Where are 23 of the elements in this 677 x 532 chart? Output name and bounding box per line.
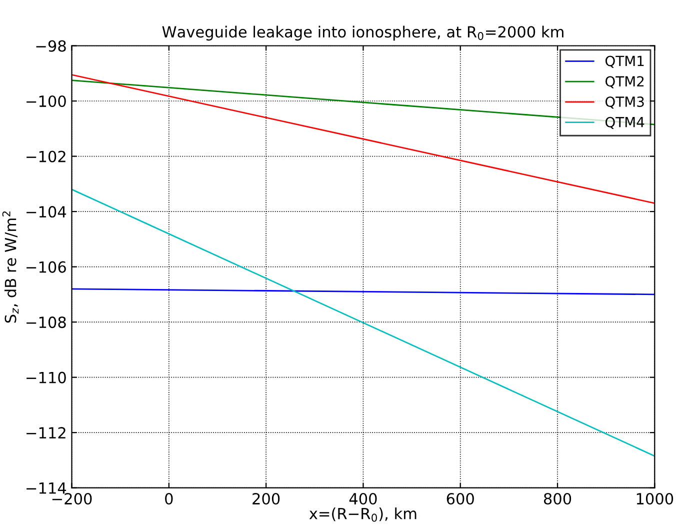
legend-label: QTM1 xyxy=(605,56,644,68)
y-tick-label: −104 xyxy=(26,206,66,218)
x-tick-label: 600 xyxy=(446,492,474,505)
legend-label: QTM4 xyxy=(605,116,644,129)
chart-title: Waveguide leakage into ionosphere, at R$_{0}$=2000 km xyxy=(162,26,564,41)
legend-label: QTM2 xyxy=(605,76,644,88)
y-tick-label: −112 xyxy=(26,427,66,438)
x-tick-label: 0 xyxy=(165,492,173,505)
legend-label: QTM3 xyxy=(605,96,644,109)
y-tick-label: −110 xyxy=(26,372,66,384)
y-tick-label: −108 xyxy=(26,316,66,328)
y-axis-title: S$_{z}$, dB re W/m$^{2}$ xyxy=(2,211,19,323)
y-tick-label: −100 xyxy=(26,95,66,108)
x-tick-label: 200 xyxy=(252,492,280,505)
y-tick-label: −102 xyxy=(26,150,66,162)
y-tick-label: −98 xyxy=(36,40,66,52)
x-tick-label: 1000 xyxy=(636,492,674,505)
x-axis-title: x=(R−R$_{0}$), km xyxy=(309,507,416,522)
x-tick-label: 800 xyxy=(544,492,572,505)
y-tick-label: −106 xyxy=(26,261,66,273)
x-tick-label: 400 xyxy=(349,492,377,505)
x-tick-label: −200 xyxy=(52,492,92,505)
y-tick-label: −114 xyxy=(26,482,66,494)
